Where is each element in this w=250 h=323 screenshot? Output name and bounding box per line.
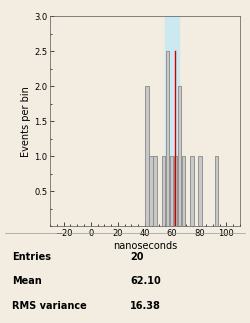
Bar xyxy=(145,86,149,226)
Text: RMS variance: RMS variance xyxy=(12,300,87,310)
Bar xyxy=(178,86,181,226)
X-axis label: nanoseconds: nanoseconds xyxy=(113,241,177,251)
Bar xyxy=(182,156,186,226)
Text: 16.38: 16.38 xyxy=(130,300,161,310)
Bar xyxy=(170,156,173,226)
Bar xyxy=(162,156,165,226)
Bar xyxy=(154,156,157,226)
Bar xyxy=(166,51,169,226)
Text: Mean: Mean xyxy=(12,276,42,286)
Y-axis label: Events per bin: Events per bin xyxy=(21,86,31,157)
Bar xyxy=(165,16,179,226)
Bar xyxy=(190,156,194,226)
Text: 62.10: 62.10 xyxy=(130,276,161,286)
Bar xyxy=(174,156,177,226)
Text: Entries: Entries xyxy=(12,252,51,262)
Bar xyxy=(150,156,153,226)
Bar xyxy=(214,156,218,226)
Text: 20: 20 xyxy=(130,252,143,262)
Bar xyxy=(198,156,202,226)
